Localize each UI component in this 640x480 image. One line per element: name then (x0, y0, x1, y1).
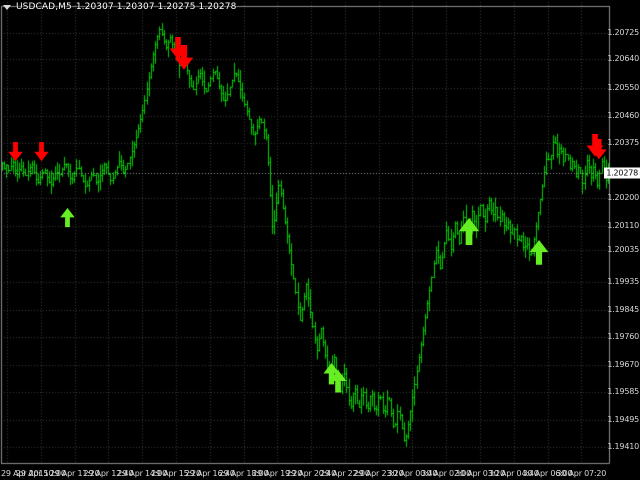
price-axis-label: 1.20110 (607, 221, 639, 231)
time-axis-label: 29 Apr 23:20 (353, 469, 404, 478)
time-axis-label: 29 Apr 15:20 (151, 469, 201, 478)
sell-arrow-6[interactable] (590, 138, 608, 160)
time-axis-label: 30 Apr 04:40 (488, 469, 539, 478)
chart-menu-triangle-icon[interactable] (3, 4, 11, 10)
time-scale[interactable]: 29 Apr 2015 29 Apr 10:00 29 Apr 11:20 29 Ap… (0, 466, 640, 480)
price-axis-label: 1.19670 (607, 360, 639, 370)
time-axis-label: 29 Apr 2015 (1, 469, 49, 478)
price-axis-label: 1.19935 (607, 276, 639, 286)
price-axis-label: 1.19760 (607, 331, 639, 341)
price-axis-label: 1.20200 (607, 193, 639, 203)
time-axis-label: 29 Apr 11:20 (49, 469, 100, 478)
time-axis-label: 29 Apr 10:00 (15, 469, 66, 478)
price-axis-label: 1.20640 (607, 54, 639, 64)
time-axis-label: 30 Apr 07:20 (556, 469, 607, 478)
sell-arrow-4[interactable] (173, 45, 195, 71)
time-axis-label: 29 Apr 16:40 (184, 469, 235, 478)
price-axis-label: 1.20550 (607, 82, 639, 92)
sell-arrow-2[interactable] (33, 142, 50, 162)
buy-arrow-4[interactable] (457, 218, 481, 246)
price-axis-label: 1.19585 (607, 387, 639, 397)
time-axis-label: 30 Apr 02:00 (421, 469, 472, 478)
symbol-header: USDCAD,M5 1.20307 1.20307 1.20275 1.2027… (3, 2, 236, 12)
buy-arrow-3[interactable] (328, 369, 348, 393)
time-axis-label: 29 Apr 14:00 (117, 469, 168, 478)
ohlc-values-label: 1.20307 1.20307 1.20275 1.20278 (75, 2, 237, 12)
price-axis-label: 1.20460 (607, 111, 639, 121)
time-axis-label: 29 Apr 18:00 (218, 469, 269, 478)
symbol-period-label: USDCAD,M5 (16, 2, 72, 12)
time-axis-label: 30 Apr 00:40 (387, 469, 438, 478)
price-axis-label: 1.20035 (607, 245, 639, 255)
time-axis-label: 30 Apr 03:20 (455, 469, 505, 478)
price-axis-label: 1.19410 (607, 442, 639, 452)
time-axis-label: 29 Apr 20:40 (286, 469, 336, 478)
time-axis-label: 29 Apr 19:20 (252, 469, 303, 478)
price-axis-label: 1.20725 (607, 27, 639, 37)
buy-arrow-2[interactable] (322, 363, 341, 385)
time-axis-label: 29 Apr 12:40 (83, 469, 134, 478)
time-axis-label: 30 Apr 06:00 (522, 469, 573, 478)
buy-arrow-5[interactable] (528, 240, 550, 266)
time-axis-label: 29 Apr 22:00 (319, 469, 370, 478)
sell-arrow-1[interactable] (7, 142, 24, 162)
price-scale[interactable]: 1.20725 1.20640 1.20550 1.20460 1.20375 1.202… (600, 0, 640, 480)
price-axis-label: 1.20375 (607, 137, 639, 147)
buy-arrow-1[interactable] (59, 208, 76, 228)
current-price-label: 1.20278 (604, 167, 640, 179)
price-axis-label: 1.19845 (607, 305, 639, 315)
price-axis-label: 1.19495 (607, 415, 639, 425)
